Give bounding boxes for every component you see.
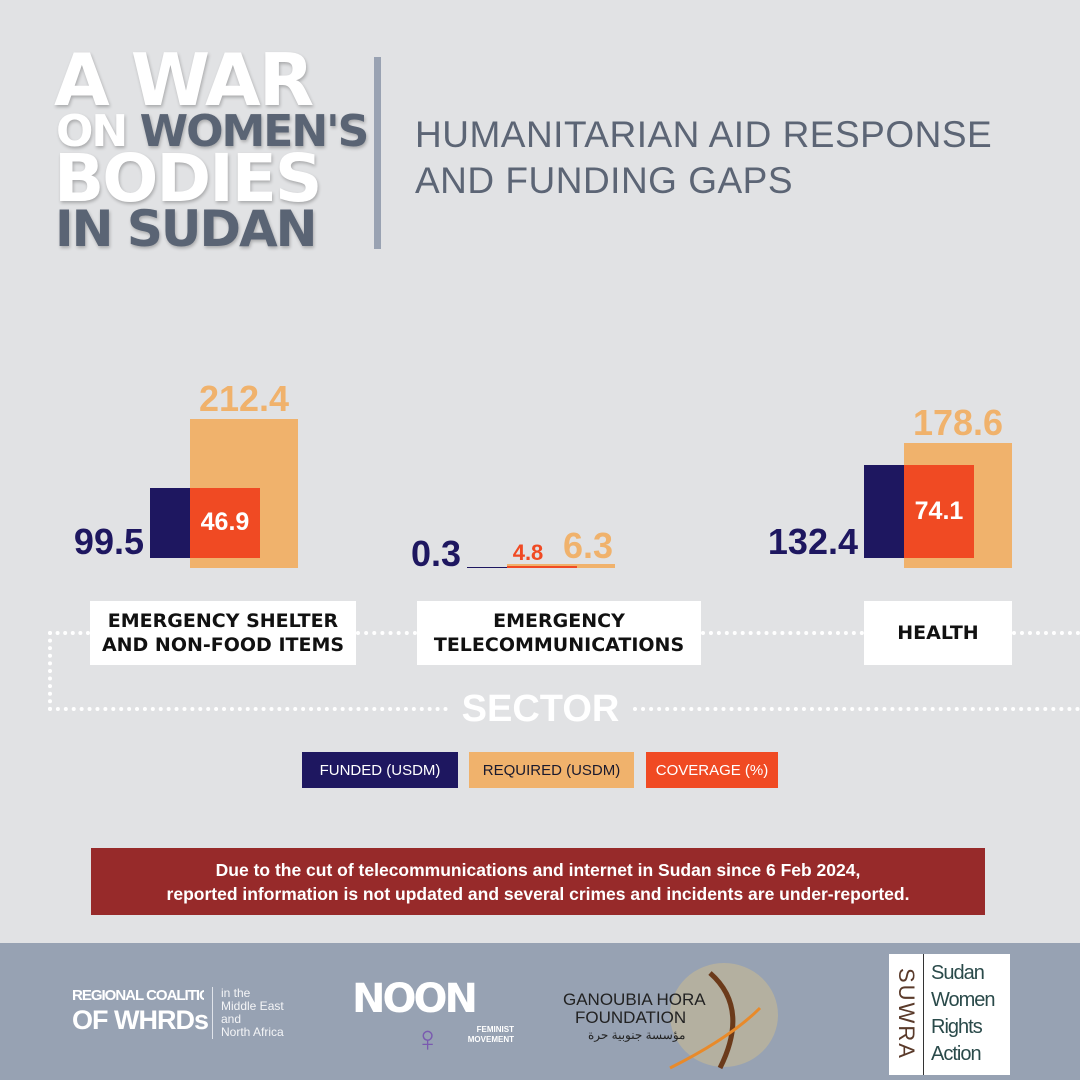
sector-label-line: EMERGENCY SHELTER — [107, 610, 339, 632]
venus-icon: ♀ — [414, 1018, 441, 1059]
suwra-logo: SUWRA Sudan Women Rights Action — [889, 954, 1010, 1075]
dotted-line-bottom-left — [48, 707, 448, 711]
subtitle-line-1: HUMANITARIAN AID RESPONSE — [415, 114, 993, 155]
required-value-label: 6.3 — [563, 525, 614, 566]
sector-label-line: HEALTH — [897, 622, 979, 644]
whrd-logo: REGIONAL COALITION OF WHRDs in theMiddle… — [72, 987, 284, 1039]
bird-icon — [669, 971, 762, 1070]
title-line-4: IN SUDAN — [55, 200, 318, 258]
noon-sub: FEMINIST MOVEMENT — [464, 1025, 514, 1045]
sector-label-line: AND NON-FOOD ITEMS — [101, 634, 345, 656]
funded-value-label: 99.5 — [73, 521, 144, 562]
dotted-line-mid-1 — [356, 631, 417, 635]
whrd-side-line: and — [221, 1012, 242, 1026]
title-line-2: ON WOMEN'S — [56, 110, 369, 154]
required-value-label: 178.6 — [912, 401, 1004, 443]
sector-label-health: HEALTH — [864, 601, 1012, 665]
suwra-line: Rights — [931, 1016, 983, 1038]
subtitle: HUMANITARIAN AID RESPONSE AND FUNDING GAP… — [415, 112, 992, 204]
required-bar — [507, 563, 615, 568]
suwra-line: Sudan — [931, 962, 985, 984]
coverage-value-label: 46.9 — [200, 508, 250, 537]
ganoubia-line-1: GANOUBIA HORA — [563, 990, 706, 1009]
disclaimer-banner: Due to the cut of telecommunications and… — [91, 848, 985, 915]
coverage-bar — [904, 465, 974, 558]
x-axis-label: SECTOR — [461, 688, 620, 730]
suwra-text: Sudan Women Rights Action — [931, 960, 996, 1068]
noon-logo: NOON ♀ FEMINIST MOVEMENT — [352, 979, 517, 1059]
subtitle-line-2: AND FUNDING GAPS — [415, 160, 794, 201]
disclaimer-line-2: reported information is not updated and … — [166, 884, 910, 904]
whrd-side: in the Middle East and North Africa — [212, 987, 312, 1039]
coverage-value-label: 74.1 — [914, 496, 964, 525]
noon-wordmark: NOON — [352, 976, 478, 1022]
funded-bar — [467, 567, 508, 568]
whrd-line-1: REGIONAL COALITION — [72, 987, 204, 1004]
dotted-line-bottom-right — [633, 707, 1080, 711]
dotted-line-mid-2 — [701, 631, 864, 635]
footer: REGIONAL COALITION OF WHRDs in theMiddle… — [0, 943, 1080, 1080]
title-womens: WOMEN'S — [139, 106, 370, 157]
funded-bar — [150, 488, 191, 558]
title-line-1: A WAR — [54, 38, 314, 122]
funded-value-label: 0.3 — [410, 533, 461, 574]
ganoubia-logo: GANOUBIA HORA FOUNDATION مؤسسة جنوبية حر… — [563, 991, 706, 1043]
suwra-vertical: SUWRA — [894, 968, 919, 1060]
noon-sub-1: FEMINIST — [476, 1025, 514, 1034]
ganoubia-line-2: FOUNDATION — [575, 1008, 687, 1027]
header-divider — [374, 57, 381, 249]
sector-label-line: TELECOMMUNICATIONS — [433, 634, 685, 656]
sector-label-line: EMERGENCY — [493, 610, 625, 632]
sector-label-shelter: EMERGENCY SHELTER AND NON-FOOD ITEMS — [90, 601, 356, 665]
noon-sub-2: MOVEMENT — [467, 1035, 514, 1044]
legend-coverage: COVERAGE (%) — [646, 752, 778, 788]
required-value-label: 212.4 — [198, 378, 290, 420]
title-on: ON — [56, 106, 128, 157]
coverage-bar — [507, 566, 577, 568]
ganoubia-arabic: مؤسسة جنوبية حرة — [588, 1028, 686, 1042]
ganoubia-circle — [670, 963, 778, 1067]
coverage-value-label: 4.8 — [512, 540, 544, 565]
whrd-side-line: Middle East — [221, 999, 284, 1013]
whrd-line-2: OF WHRDs — [72, 1005, 209, 1035]
suwra-line: Women — [931, 989, 996, 1011]
whrd-side-line: North Africa — [221, 1025, 284, 1039]
dotted-line-right — [1012, 631, 1080, 635]
whrd-side-line: in the — [221, 986, 251, 1000]
funded-bar — [864, 465, 905, 558]
legend-required: REQUIRED (USDM) — [469, 752, 634, 788]
disclaimer-line-1: Due to the cut of telecommunications and… — [215, 860, 861, 880]
title-line-3: BODIES — [54, 140, 322, 217]
funded-value-label: 132.4 — [767, 521, 858, 562]
dotted-line-left — [48, 631, 90, 711]
suwra-line: Action — [931, 1043, 982, 1065]
legend-funded: FUNDED (USDM) — [302, 752, 458, 788]
coverage-bar — [190, 488, 260, 558]
sector-label-telecom: EMERGENCY TELECOMMUNICATIONS — [417, 601, 701, 665]
